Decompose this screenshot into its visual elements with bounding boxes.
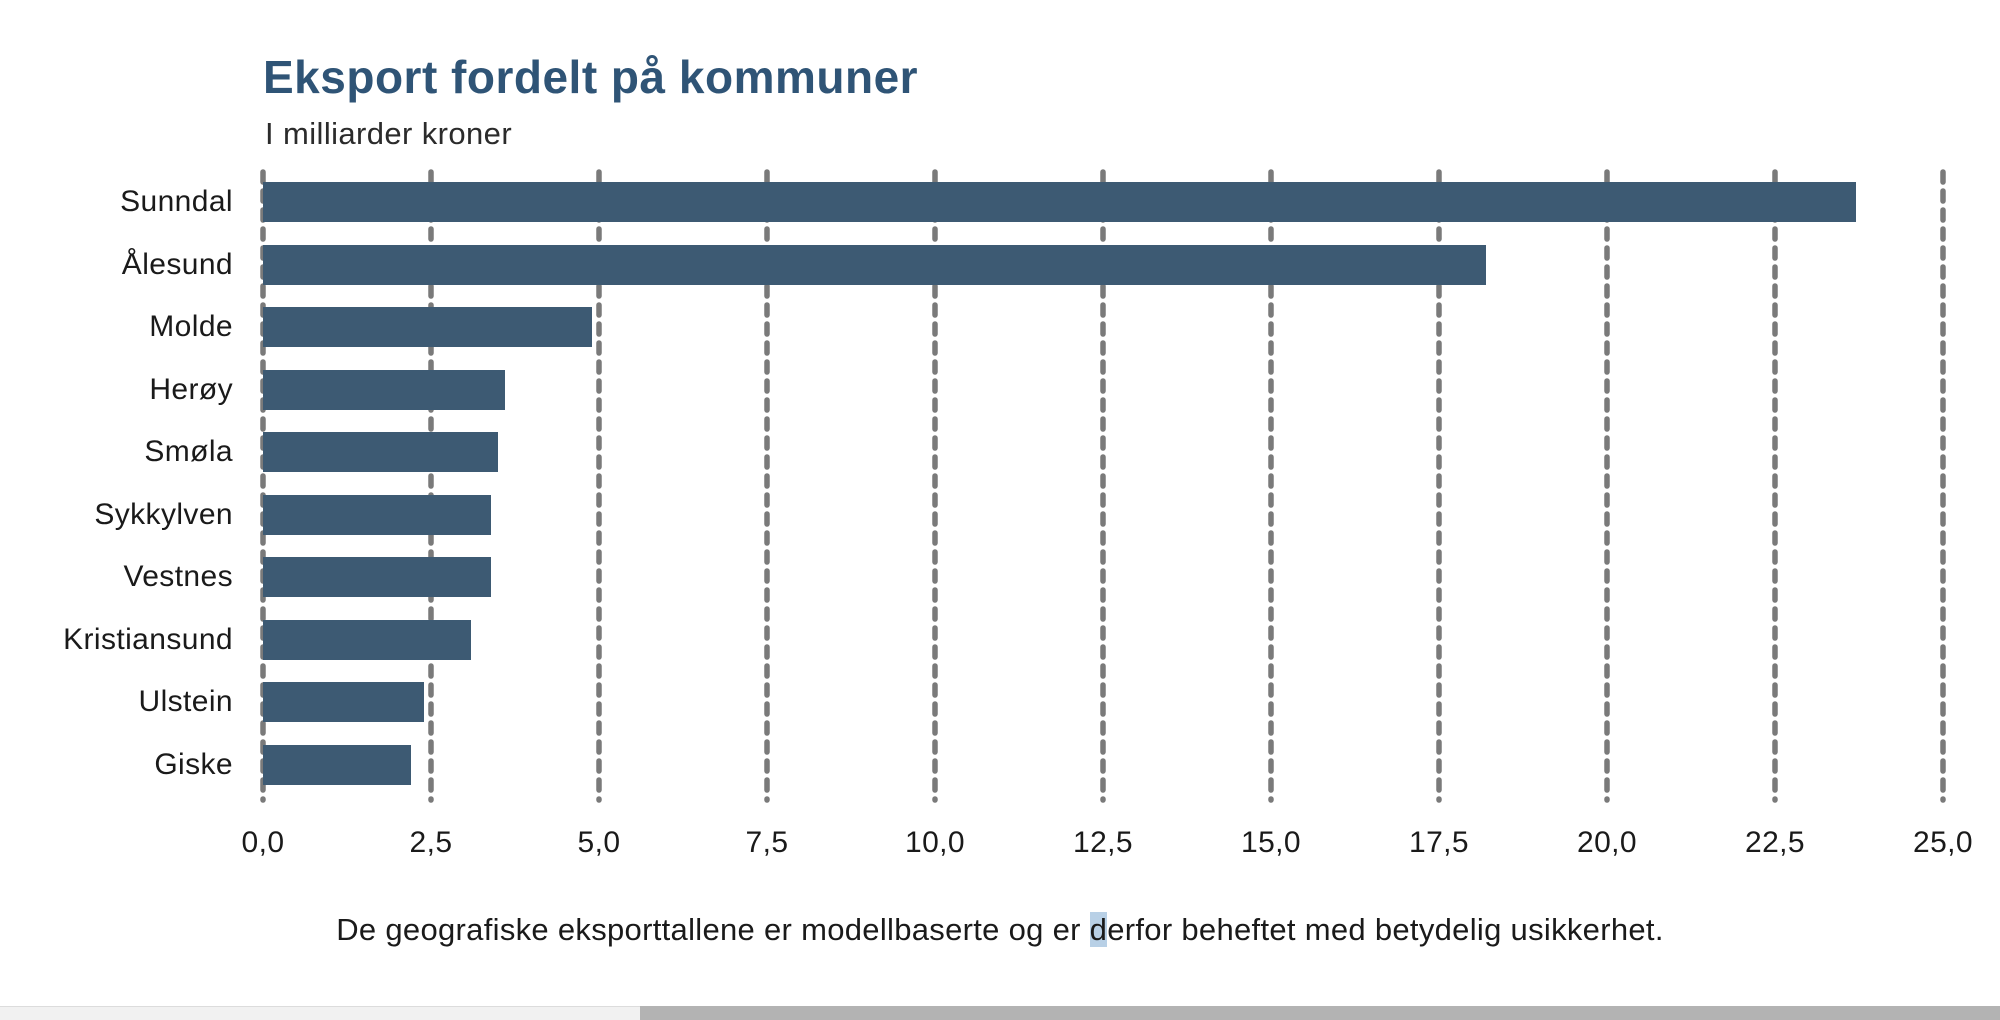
category-label: Sykkylven	[94, 497, 233, 531]
bar-smøla[interactable]	[263, 432, 498, 472]
footnote-text-selection: d	[1089, 912, 1108, 947]
bar-sunndal[interactable]	[263, 182, 1856, 222]
category-label: Ålesund	[121, 247, 233, 281]
bar-ulstein[interactable]	[263, 682, 424, 722]
x-tick-label: 5,0	[577, 826, 621, 859]
x-tick-label: 12,5	[1073, 826, 1133, 859]
bar-giske[interactable]	[263, 744, 411, 785]
bar-molde[interactable]	[263, 307, 592, 347]
category-label: Smøla	[144, 435, 233, 468]
x-tick-label: 25,0	[1913, 826, 1973, 859]
category-label: Kristiansund	[63, 622, 233, 656]
x-tick-label: 15,0	[1241, 826, 1301, 859]
bar-ålesund[interactable]	[263, 244, 1486, 285]
x-tick-label: 17,5	[1409, 826, 1469, 859]
x-tick-label: 22,5	[1745, 826, 1805, 859]
bar-sykkylven[interactable]	[263, 494, 491, 535]
category-label: Vestnes	[123, 560, 233, 593]
x-tick-label: 0,0	[241, 826, 285, 859]
category-label: Ulstein	[138, 685, 233, 718]
bar-herøy[interactable]	[263, 369, 505, 410]
footnote-text-after: erfor beheftet med betydelig usikkerhet.	[1107, 912, 1664, 947]
category-label: Herøy	[149, 372, 233, 406]
category-label: Giske	[154, 747, 233, 781]
chart-subtitle: I milliarder kroner	[265, 116, 513, 151]
footnote-text-before: De geografiske eksporttallene er modellb…	[336, 912, 1090, 947]
x-tick-label: 7,5	[745, 826, 789, 859]
footnote: De geografiske eksporttallene er modellb…	[0, 912, 2000, 948]
category-label: Molde	[149, 310, 233, 343]
x-tick-label: 10,0	[905, 826, 965, 859]
chart-title: Eksport fordelt på kommuner	[263, 51, 919, 103]
x-tick-label: 20,0	[1577, 826, 1637, 859]
category-label: Sunndal	[120, 185, 233, 218]
horizontal-scrollbar-thumb[interactable]	[640, 1006, 2000, 1020]
x-tick-label: 2,5	[409, 826, 453, 859]
bar-kristiansund[interactable]	[263, 619, 471, 660]
bar-vestnes[interactable]	[263, 557, 491, 597]
